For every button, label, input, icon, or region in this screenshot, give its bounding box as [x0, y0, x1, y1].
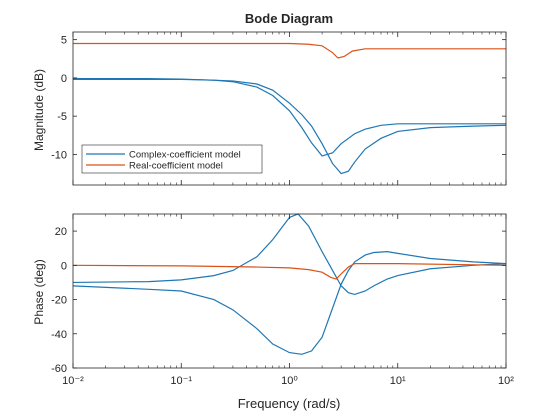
- phase-y-tick-label: -60: [51, 363, 67, 375]
- magnitude-series-line-1: [73, 78, 507, 175]
- x-tick-label: 10¹: [390, 375, 406, 387]
- magnitude-panel: 5 0 -5 -10: [51, 31, 507, 186]
- magnitude-y-tick-label: -10: [51, 149, 67, 161]
- phase-series-line-0: [72, 213, 507, 296]
- legend: Complex-coefficient model Real-coefficie…: [81, 144, 263, 174]
- phase-y-tick-label: 0: [61, 260, 67, 272]
- phase-y-tick-label: -20: [51, 295, 67, 307]
- x-axis-label: Frequency (rad/s): [238, 396, 341, 411]
- phase-axes-box: [72, 213, 507, 369]
- magnitude-y-tick-label: -5: [57, 111, 67, 123]
- legend-item-complex: Complex-coefficient model: [129, 150, 241, 161]
- magnitude-y-tick-label: 5: [61, 35, 67, 47]
- magnitude-y-label: Magnitude (dB): [32, 69, 46, 151]
- legend-box: [81, 144, 263, 174]
- x-tick-label: 10⁰: [281, 375, 298, 387]
- phase-y-tick-label: 20: [55, 226, 67, 238]
- magnitude-series-line-0: [73, 78, 506, 157]
- legend-item-real: Real-coefficient model: [129, 161, 223, 172]
- phase-y-label: Phase (deg): [32, 259, 46, 324]
- x-tick-label: 10⁻¹: [170, 375, 192, 387]
- phase-series-line-1: [72, 251, 507, 355]
- chart-title: Bode Diagram: [245, 11, 333, 26]
- magnitude-series-line-2: [73, 42, 506, 59]
- x-tick-label: 10⁻²: [62, 375, 84, 387]
- x-tick-label: 10²: [498, 375, 514, 387]
- magnitude-y-tick-label: 0: [61, 73, 67, 85]
- phase-series-line-2: [72, 263, 507, 280]
- phase-y-tick-label: -40: [51, 329, 67, 341]
